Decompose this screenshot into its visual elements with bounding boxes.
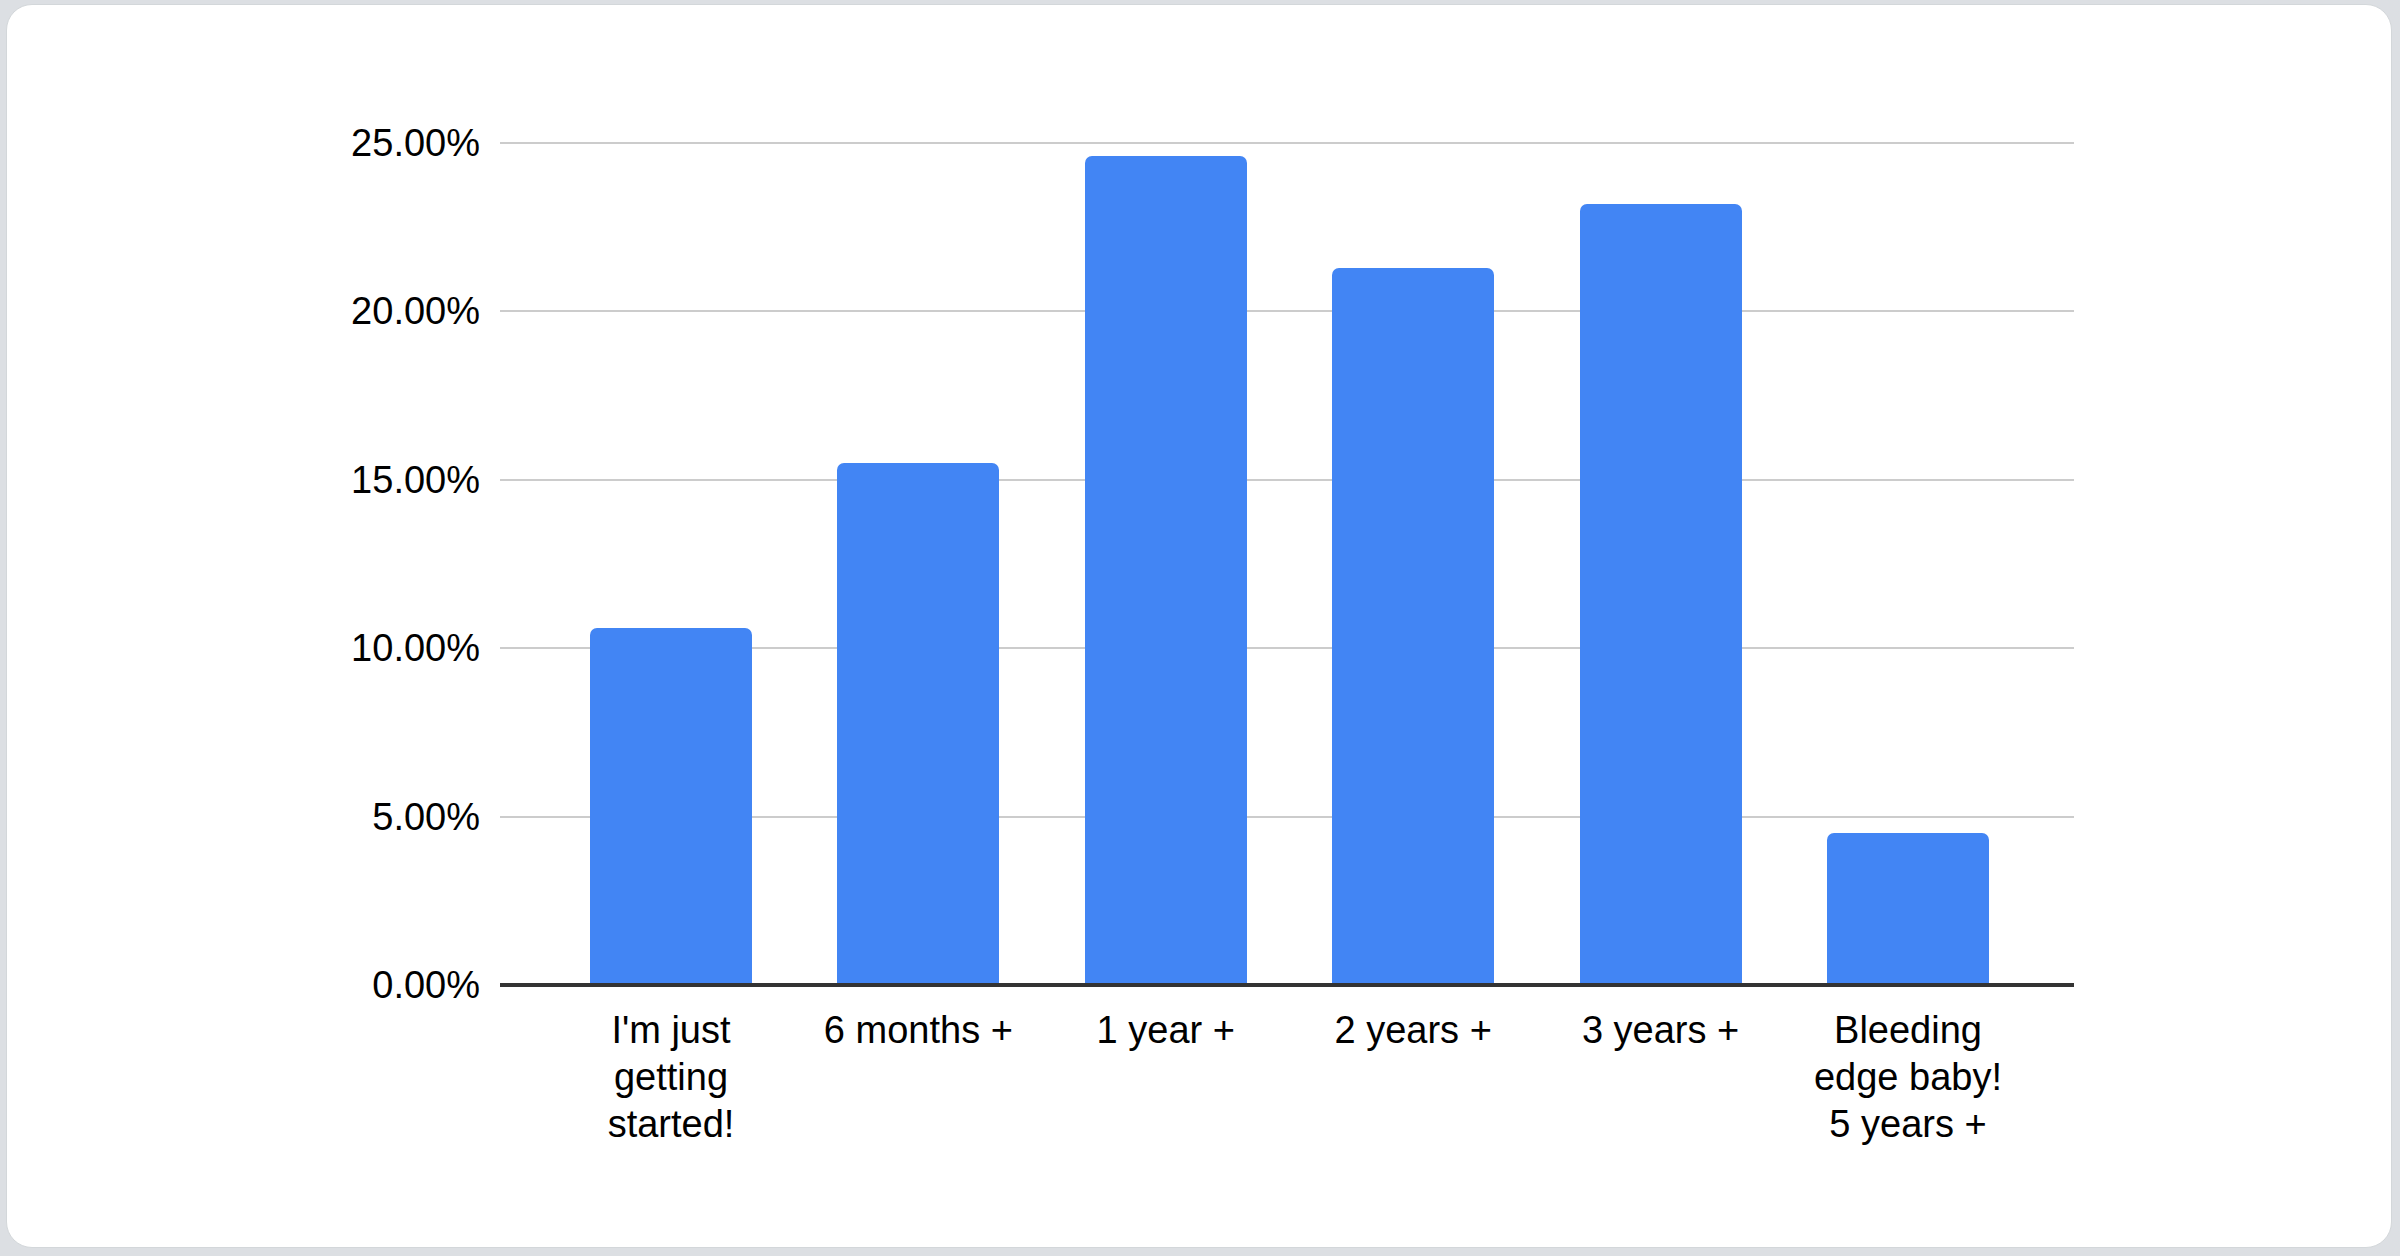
bar-4[interactable]	[1332, 268, 1494, 985]
bar-1[interactable]	[590, 628, 752, 985]
x-axis-category-label-line: I'm just	[540, 1007, 802, 1054]
page-background: 0.00% 5.00% 10.00% 15.00% 20.00% 25.00% I'm ju…	[0, 0, 2400, 1256]
x-axis-category-label-line: 5 years +	[1777, 1101, 2039, 1148]
x-axis-category-label: 1 year +	[1035, 1007, 1297, 1054]
x-axis-category-label-line: edge baby!	[1777, 1054, 2039, 1101]
gridline	[500, 142, 2074, 144]
bar-3[interactable]	[1085, 156, 1247, 985]
bar-6[interactable]	[1827, 833, 1989, 985]
bar-2[interactable]	[837, 463, 999, 985]
x-axis-category-label-line: Bleeding	[1777, 1007, 2039, 1054]
x-axis-category-label: I'm justgettingstarted!	[540, 1007, 802, 1148]
x-axis-category-label: 2 years +	[1282, 1007, 1544, 1054]
y-axis-tick-label: 5.00%	[180, 794, 480, 840]
y-axis-tick-label: 15.00%	[180, 457, 480, 503]
chart-card: 0.00% 5.00% 10.00% 15.00% 20.00% 25.00% I'm ju…	[6, 4, 2392, 1248]
x-axis-category-label-line: 3 years +	[1530, 1007, 1792, 1054]
y-axis-tick-label: 0.00%	[180, 962, 480, 1008]
bar-5[interactable]	[1580, 204, 1742, 985]
gridline	[500, 310, 2074, 312]
bar-chart: 0.00% 5.00% 10.00% 15.00% 20.00% 25.00% I'm ju…	[7, 5, 2391, 1247]
x-axis-category-label: Bleedingedge baby!5 years +	[1777, 1007, 2039, 1148]
y-axis-tick-label: 25.00%	[180, 120, 480, 166]
y-axis-tick-label: 20.00%	[180, 288, 480, 334]
x-axis-category-label: 6 months +	[787, 1007, 1049, 1054]
x-axis-category-label-line: 6 months +	[787, 1007, 1049, 1054]
y-axis-tick-label: 10.00%	[180, 625, 480, 671]
x-axis-category-label-line: started!	[540, 1101, 802, 1148]
x-axis-category-label-line: getting	[540, 1054, 802, 1101]
gridline	[500, 479, 2074, 481]
x-axis-category-label: 3 years +	[1530, 1007, 1792, 1054]
x-axis-category-label-line: 1 year +	[1035, 1007, 1297, 1054]
x-axis-line	[500, 983, 2074, 987]
x-axis-category-label-line: 2 years +	[1282, 1007, 1544, 1054]
